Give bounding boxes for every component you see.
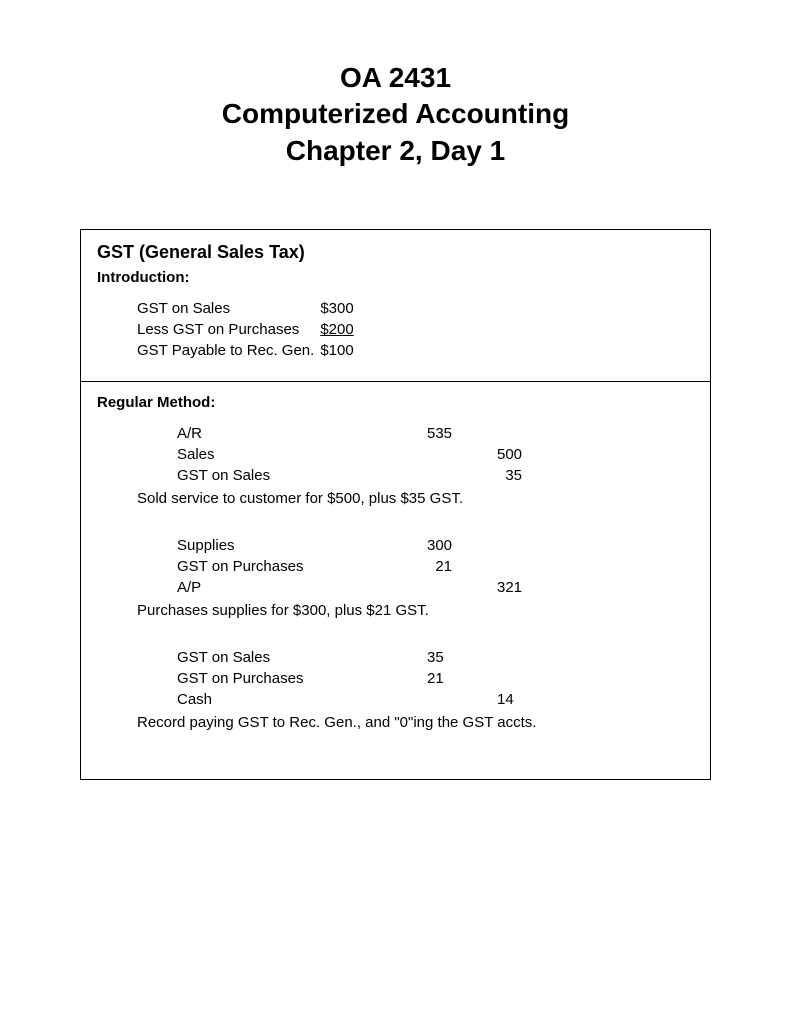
debit-amount [427,465,497,486]
entry-line: GST on Sales35 [137,647,567,668]
intro-row: GST on Sales$300 [137,298,360,319]
credit-amount [497,647,567,668]
intro-amount: $200 [320,319,359,340]
regular-method-content: A/R535 Sales500 GST on Sales 35Sold serv… [137,423,694,733]
intro-amount: $100 [320,340,359,361]
debit-amount: 21 [427,556,497,577]
journal-entry: GST on Sales35 GST on Purchases21 Cash 14… [137,647,694,733]
account-name: GST on Sales [177,465,427,486]
intro-label: GST Payable to Rec. Gen. [137,340,320,361]
debit-amount: 21 [427,668,497,689]
regular-method-heading: Regular Method: [97,394,694,411]
section-introduction: GST (General Sales Tax) Introduction: GS… [81,230,710,381]
intro-row: GST Payable to Rec. Gen.$100 [137,340,360,361]
entry-table: GST on Sales35 GST on Purchases21 Cash 14 [137,647,567,710]
indent-cell [137,689,177,710]
credit-amount [497,535,567,556]
credit-amount [497,668,567,689]
indent-cell [137,444,177,465]
entry-note: Sold service to customer for $500, plus … [137,488,694,509]
account-name: Supplies [177,535,427,556]
debit-amount: 535 [427,423,497,444]
title-line-2: Computerized Accounting [80,96,711,132]
entry-table: A/R535 Sales 500 GST on Sales 35 [137,423,567,486]
account-name: Cash [177,689,427,710]
entry-note: Record paying GST to Rec. Gen., and "0"i… [137,712,694,733]
indent-cell [137,423,177,444]
journal-entry: A/R535 Sales 500 GST on Sales 35Sold serv… [137,423,694,509]
document-title: OA 2431 Computerized Accounting Chapter … [80,60,711,169]
account-name: GST on Purchases [177,668,427,689]
section-regular-method: Regular Method: A/R535 Sales 500 GST on S… [81,381,710,779]
indent-cell [137,577,177,598]
entry-line: A/P 321 [137,577,567,598]
entry-line: A/R535 [137,423,567,444]
indent-cell [137,647,177,668]
title-line-1: OA 2431 [80,60,711,96]
debit-amount [427,577,497,598]
entry-line: Sales 500 [137,444,567,465]
indent-cell [137,465,177,486]
entry-note: Purchases supplies for $300, plus $21 GS… [137,600,694,621]
intro-label: GST on Sales [137,298,320,319]
indent-cell [137,668,177,689]
debit-amount: 35 [427,647,497,668]
debit-amount: 300 [427,535,497,556]
gst-heading: GST (General Sales Tax) [97,242,694,263]
entry-line: GST on Purchases 21 [137,556,567,577]
title-line-3: Chapter 2, Day 1 [80,133,711,169]
entry-line: GST on Purchases21 [137,668,567,689]
credit-amount [497,423,567,444]
introduction-label: Introduction: [97,269,694,286]
account-name: Sales [177,444,427,465]
account-name: GST on Sales [177,647,427,668]
intro-row: Less GST on Purchases$200 [137,319,360,340]
intro-table: GST on Sales$300Less GST on Purchases$20… [137,298,360,361]
credit-amount: 35 [497,465,567,486]
intro-amount: $300 [320,298,359,319]
entry-line: Supplies300 [137,535,567,556]
account-name: GST on Purchases [177,556,427,577]
introduction-content: GST on Sales$300Less GST on Purchases$20… [137,298,694,361]
credit-amount: 321 [497,577,567,598]
journal-entry: Supplies300GST on Purchases 21 A/P 321Pur… [137,535,694,621]
debit-amount [427,689,497,710]
debit-amount [427,444,497,465]
content-box: GST (General Sales Tax) Introduction: GS… [80,229,711,780]
indent-cell [137,535,177,556]
account-name: A/R [177,423,427,444]
entry-line: GST on Sales 35 [137,465,567,486]
indent-cell [137,556,177,577]
credit-amount: 500 [497,444,567,465]
entry-line: Cash 14 [137,689,567,710]
credit-amount [497,556,567,577]
account-name: A/P [177,577,427,598]
intro-label: Less GST on Purchases [137,319,320,340]
credit-amount: 14 [497,689,567,710]
entry-table: Supplies300GST on Purchases 21 A/P 321 [137,535,567,598]
